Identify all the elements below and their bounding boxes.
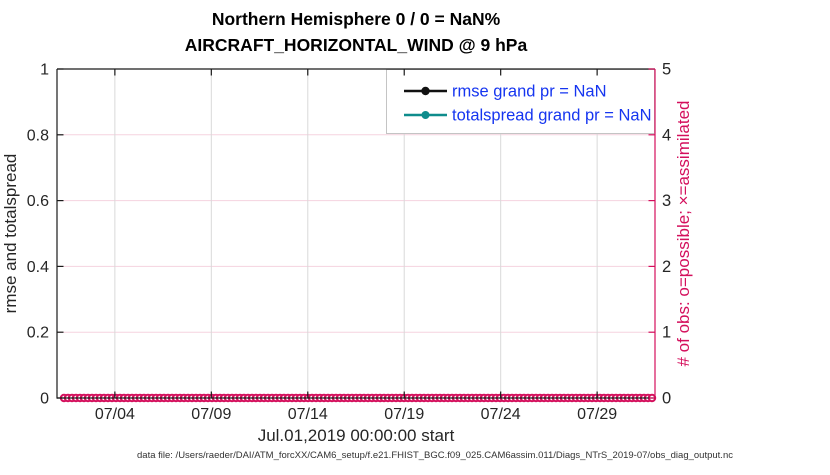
x-tick-label: 07/09 (191, 406, 231, 423)
legend-marker-rmse (421, 86, 430, 96)
x-tick-label: 07/04 (95, 406, 135, 423)
y-right-tick-labels: 0 1 2 3 4 5 (662, 61, 671, 408)
chart-title-line2: AIRCRAFT_HORIZONTAL_WIND @ 9 hPa (185, 35, 528, 55)
legend-entry-rmse: rmse grand pr = NaN (404, 83, 607, 101)
y-left-tick-label: 0.2 (27, 325, 49, 342)
y-right-tick-label: 1 (662, 324, 671, 342)
x-tick-label: 07/14 (288, 406, 328, 423)
legend-label-totalspread: totalspread grand pr = NaN (452, 107, 652, 125)
y-left-tick-labels: 0 0.2 0.4 0.6 0.8 1 (27, 62, 49, 408)
y-left-tick-label: 1 (40, 62, 49, 79)
legend-label-rmse: rmse grand pr = NaN (452, 83, 607, 101)
y-left-tick-label: 0.8 (27, 127, 49, 144)
y-left-tick-label: 0.6 (27, 193, 49, 210)
axis-ticks (57, 68, 655, 399)
y-right-tick-label: 3 (662, 192, 671, 210)
data-file-caption: data file: /Users/raeder/DAI/ATM_forcXX/… (137, 450, 733, 461)
y-left-tick-label: 0.4 (27, 259, 49, 276)
legend-entry-totalspread: totalspread grand pr = NaN (404, 107, 652, 125)
legend-marker-totalspread (421, 111, 430, 119)
x-tick-label: 07/19 (384, 406, 424, 423)
x-tick-label: 07/29 (577, 406, 617, 423)
horizontal-gridlines (57, 134, 655, 333)
y-left-tick-label: 0 (40, 391, 49, 408)
x-axis-label: Jul.01,2019 00:00:00 start (258, 426, 455, 445)
y-right-tick-label: 5 (662, 61, 671, 79)
x-tick-labels: 07/04 07/09 07/14 07/19 07/24 07/29 (95, 406, 617, 423)
legend: rmse grand pr = NaN totalspread grand pr… (404, 83, 652, 125)
y-right-tick-label: 2 (662, 258, 671, 276)
y-right-tick-label: 0 (662, 390, 671, 408)
y-right-tick-label: 4 (662, 126, 671, 144)
y-axis-label-left: rmse and totalspread (1, 154, 20, 314)
y-axis-label-right: # of obs: o=possible; ×=assimilated (674, 100, 693, 366)
chart-title-line1: Northern Hemisphere 0 / 0 = NaN% (212, 9, 501, 29)
legend-box (386, 69, 655, 134)
x-tick-label: 07/24 (481, 406, 521, 423)
